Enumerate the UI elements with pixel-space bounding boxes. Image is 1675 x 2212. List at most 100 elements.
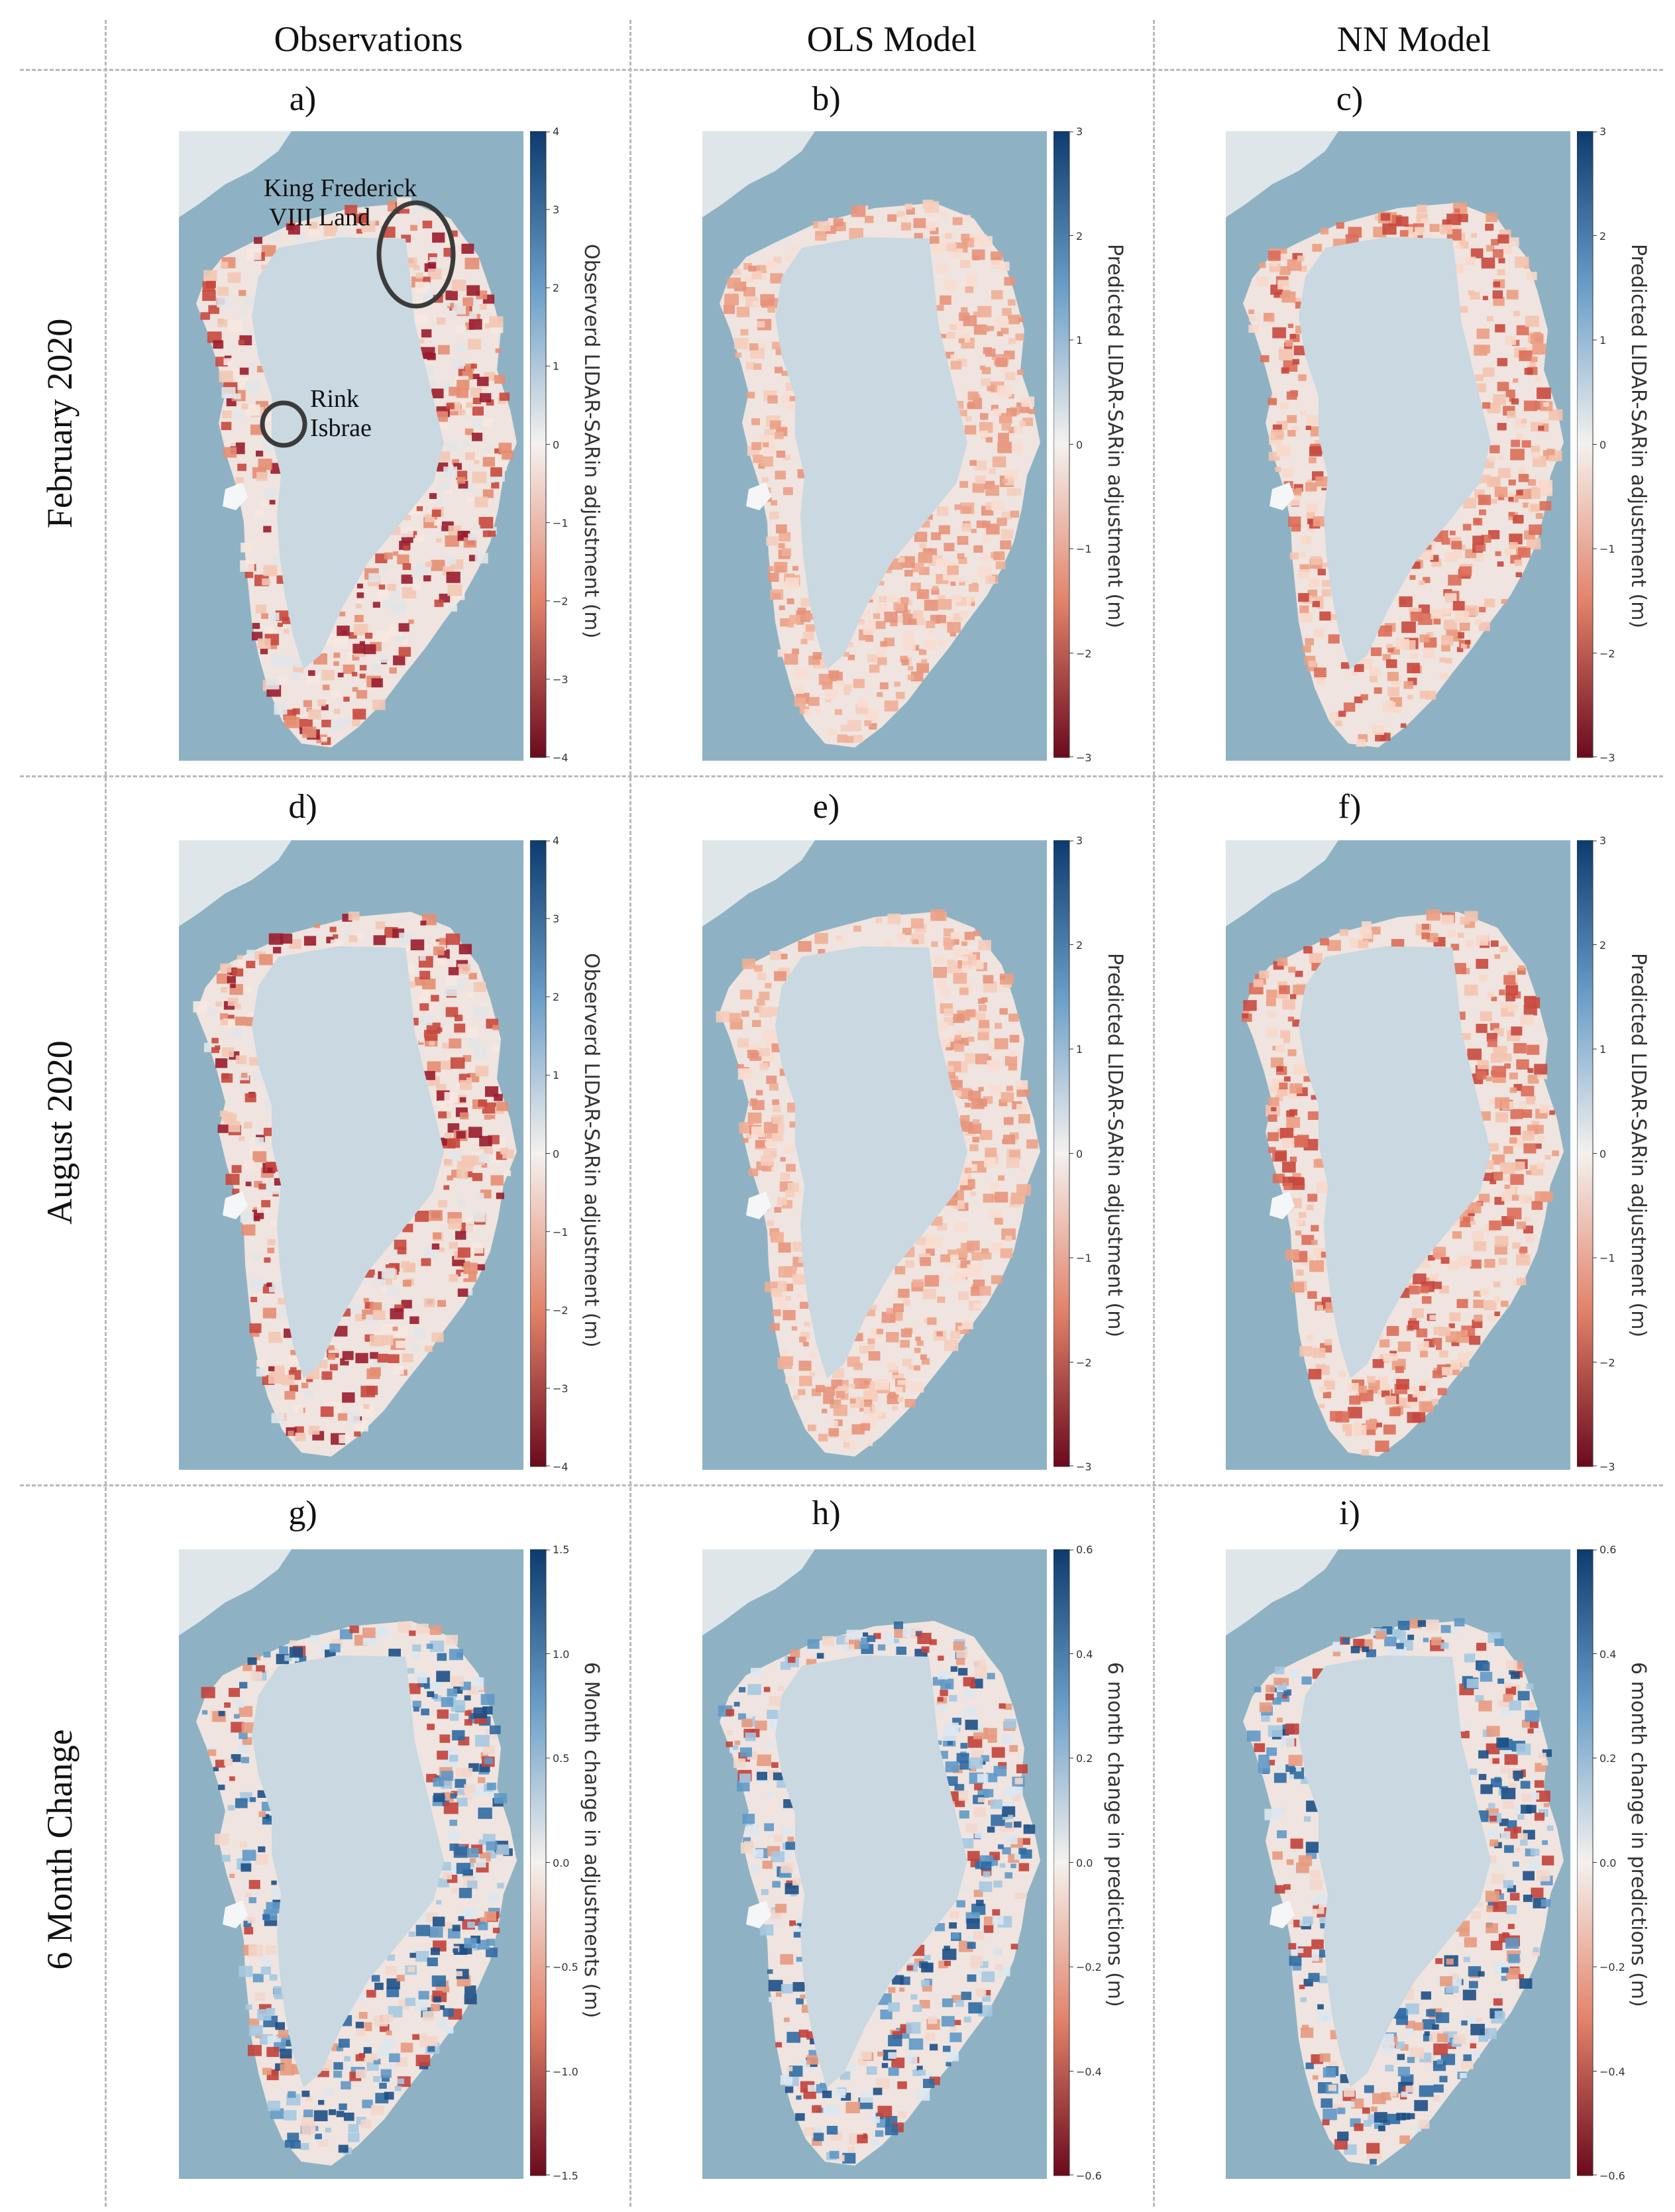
colorbar-tick-c: 1 bbox=[1599, 334, 1607, 347]
colorbar-tick-i: 0.0 bbox=[1599, 1856, 1617, 1869]
colorbar-tick-h: 0.6 bbox=[1076, 1543, 1093, 1556]
colorbar-tick-f: −3 bbox=[1599, 1461, 1615, 1473]
colorbar-tick-d: 2 bbox=[553, 991, 560, 1004]
adjustment-field bbox=[193, 911, 514, 1445]
colorbar-tick-b: 0 bbox=[1076, 438, 1083, 451]
adjustment-field bbox=[723, 199, 1036, 744]
colorbar-tick-c: −1 bbox=[1599, 543, 1615, 555]
colorbar-tick-a: 1 bbox=[553, 360, 560, 373]
colorbar-tick-a: 3 bbox=[553, 203, 560, 217]
colorbar-tick-a: 0 bbox=[553, 438, 560, 451]
adjustment-field bbox=[1248, 202, 1563, 747]
colorbar-tick-f: 2 bbox=[1599, 938, 1607, 952]
colorbar-e bbox=[1054, 840, 1073, 1467]
ellesmere-island bbox=[1226, 1549, 1338, 1635]
disko-island bbox=[1270, 1901, 1295, 1928]
grid-line-col2 bbox=[1153, 20, 1155, 2207]
annotation-king-frederick-line2: VIII Land bbox=[269, 203, 370, 231]
colorbar-tick-g: 1.0 bbox=[553, 1647, 570, 1661]
map-g bbox=[179, 1549, 523, 2179]
colorbar-title-g: 6 Month change in adjustments (m) bbox=[580, 1662, 603, 2018]
ellesmere-island bbox=[1226, 840, 1338, 926]
grid-line-left bbox=[105, 20, 107, 2207]
disko-island bbox=[223, 1901, 248, 1928]
column-header-ols-model: OLS Model bbox=[806, 19, 977, 59]
colorbar-a bbox=[530, 131, 550, 758]
colorbar-tick-g: 0.0 bbox=[553, 1856, 570, 1869]
ellesmere-island bbox=[1226, 131, 1338, 217]
colorbar-tick-d: −3 bbox=[553, 1382, 568, 1395]
map-i bbox=[1226, 1549, 1570, 2179]
ellesmere-island bbox=[179, 840, 292, 926]
ice-sheet-interior bbox=[775, 946, 967, 1378]
panel-label-c: c) bbox=[1336, 80, 1364, 118]
colorbar-tick-d: 3 bbox=[553, 912, 560, 926]
row-header-february-2020: February 2020 bbox=[40, 318, 80, 529]
colorbar-tick-h: 0.2 bbox=[1076, 1752, 1093, 1765]
colorbar-tick-h: −0.4 bbox=[1076, 2065, 1102, 2078]
colorbar-tick-b: −1 bbox=[1076, 543, 1092, 555]
adjustment-field bbox=[201, 1622, 513, 2155]
colorbar-tick-c: 3 bbox=[1599, 125, 1607, 138]
colorbar-b bbox=[1054, 131, 1073, 758]
panel-label-d: d) bbox=[288, 788, 317, 826]
colorbar-tick-f: 1 bbox=[1599, 1043, 1607, 1056]
colorbar-tick-d: −1 bbox=[553, 1225, 568, 1239]
disko-island bbox=[746, 1901, 771, 1928]
colorbar-tick-e: −1 bbox=[1076, 1252, 1092, 1264]
adjustment-field bbox=[718, 1621, 1036, 2164]
ellesmere-island bbox=[702, 1549, 815, 1635]
colorbar-tick-i: −0.2 bbox=[1599, 1961, 1625, 1973]
colorbar-tick-b: 3 bbox=[1076, 125, 1083, 138]
ellesmere-island bbox=[179, 1549, 292, 1635]
colorbar-tick-d: −2 bbox=[553, 1303, 568, 1317]
colorbar-title-e: Predicted LIDAR-SARin adjustment (m) bbox=[1103, 953, 1126, 1338]
map-a bbox=[179, 131, 523, 761]
colorbar-tick-g: −1.5 bbox=[553, 2170, 578, 2182]
ice-sheet-interior bbox=[1299, 946, 1491, 1378]
colorbar-title-f: Predicted LIDAR-SARin adjustment (m) bbox=[1627, 953, 1650, 1338]
colorbar-tick-b: 1 bbox=[1076, 334, 1083, 347]
column-header-observations: Observations bbox=[274, 19, 463, 59]
colorbar-tick-e: 2 bbox=[1076, 938, 1083, 952]
colorbar-tick-e: −2 bbox=[1076, 1356, 1092, 1369]
colorbar-c bbox=[1577, 131, 1597, 758]
annotation-rink-line2: Isbrae bbox=[310, 414, 372, 442]
map-b bbox=[702, 131, 1047, 761]
panel-label-b: b) bbox=[812, 80, 841, 118]
colorbar-tick-g: 0.5 bbox=[553, 1752, 570, 1765]
panel-label-e: e) bbox=[812, 788, 840, 826]
colorbar-tick-g: 1.5 bbox=[553, 1543, 570, 1556]
colorbar-tick-e: 1 bbox=[1076, 1043, 1083, 1056]
colorbar-tick-c: −3 bbox=[1599, 751, 1615, 764]
map-d bbox=[179, 840, 523, 1470]
colorbar-tick-f: −2 bbox=[1599, 1356, 1615, 1369]
colorbar-tick-a: −3 bbox=[553, 673, 568, 686]
grid-line-col1 bbox=[629, 20, 631, 2207]
map-h bbox=[702, 1549, 1047, 2179]
colorbar-tick-b: 2 bbox=[1076, 229, 1083, 243]
annotation-king-frederick-line1: King Frederick bbox=[264, 174, 417, 202]
adjustment-field bbox=[716, 909, 1038, 1451]
colorbar-tick-h: 0.4 bbox=[1076, 1647, 1093, 1661]
ellesmere-island bbox=[702, 840, 815, 926]
colorbar-title-a: Observerd LIDAR-SARin adjustment (m) bbox=[580, 244, 603, 639]
colorbar-g bbox=[530, 1549, 550, 2176]
colorbar-title-h: 6 month change in predictions (m) bbox=[1103, 1662, 1126, 2007]
map-f bbox=[1226, 840, 1570, 1470]
colorbar-tick-i: 0.2 bbox=[1599, 1752, 1617, 1765]
colorbar-tick-a: 4 bbox=[553, 125, 560, 138]
map-c bbox=[1226, 131, 1570, 761]
colorbar-tick-i: 0.4 bbox=[1599, 1647, 1617, 1661]
colorbar-i bbox=[1577, 1549, 1597, 2176]
colorbar-title-b: Predicted LIDAR-SARin adjustment (m) bbox=[1103, 244, 1126, 629]
grid-line-row2 bbox=[20, 1484, 1663, 1486]
colorbar-tick-g: −1.0 bbox=[553, 2065, 578, 2078]
ice-sheet-interior bbox=[1299, 237, 1491, 669]
panel-label-g: g) bbox=[288, 1494, 317, 1532]
grid-line-header bbox=[20, 69, 1663, 71]
panel-label-f: f) bbox=[1338, 788, 1362, 826]
colorbar-tick-b: −3 bbox=[1076, 751, 1092, 764]
colorbar-tick-a: −1 bbox=[553, 516, 568, 529]
colorbar-tick-f: 0 bbox=[1599, 1147, 1607, 1160]
